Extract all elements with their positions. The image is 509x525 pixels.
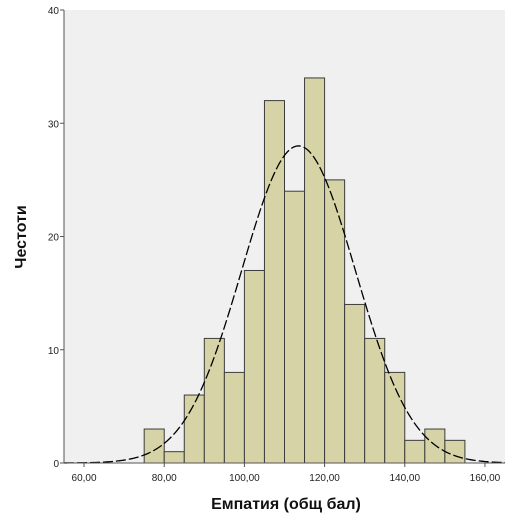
histogram-bar-135-140 [384,371,406,464]
x-axis-title: Емпатия (общ бал) [211,496,361,513]
x-tick-label: 120,00 [309,473,340,484]
x-axis-ticks: 60,00 80,00 100,00 120,00 140,00 160,00 [72,463,501,484]
y-tick-label: 30 [48,119,60,130]
normal-curve [64,145,506,464]
x-tick-label: 140,00 [389,473,420,484]
y-axis-ticks: 0 10 20 30 40 [48,6,64,470]
histogram-bar-105-110 [263,100,286,464]
histogram-bar-90-95 [203,337,225,464]
histogram-bar-125-130 [344,303,366,464]
x-tick-label: 100,00 [229,473,260,484]
histogram-bar-100-105 [243,269,265,464]
histogram-bar-140-145 [404,439,426,464]
x-tick-label: 160,00 [470,473,501,484]
x-tick-label: 80,00 [152,473,177,484]
histogram-bar-110-115 [284,190,306,464]
histogram-bar-115-120 [304,77,326,464]
y-tick-label: 40 [48,6,60,17]
y-tick-label: 10 [48,346,60,357]
histogram-bar-85-90 [183,394,205,464]
y-tick-label: 0 [53,459,59,470]
histogram-bar-80-85 [163,451,185,464]
histogram-bar-130-135 [364,337,386,464]
histogram-bar-95-100 [223,371,245,464]
y-tick-label: 20 [48,233,60,244]
histogram-bar-145-150 [424,428,446,464]
y-axis-title: Честоти [13,205,30,269]
histogram-bar-120-125 [324,179,346,464]
histogram-bar-150-155 [444,439,466,464]
x-tick-label: 60,00 [72,473,97,484]
